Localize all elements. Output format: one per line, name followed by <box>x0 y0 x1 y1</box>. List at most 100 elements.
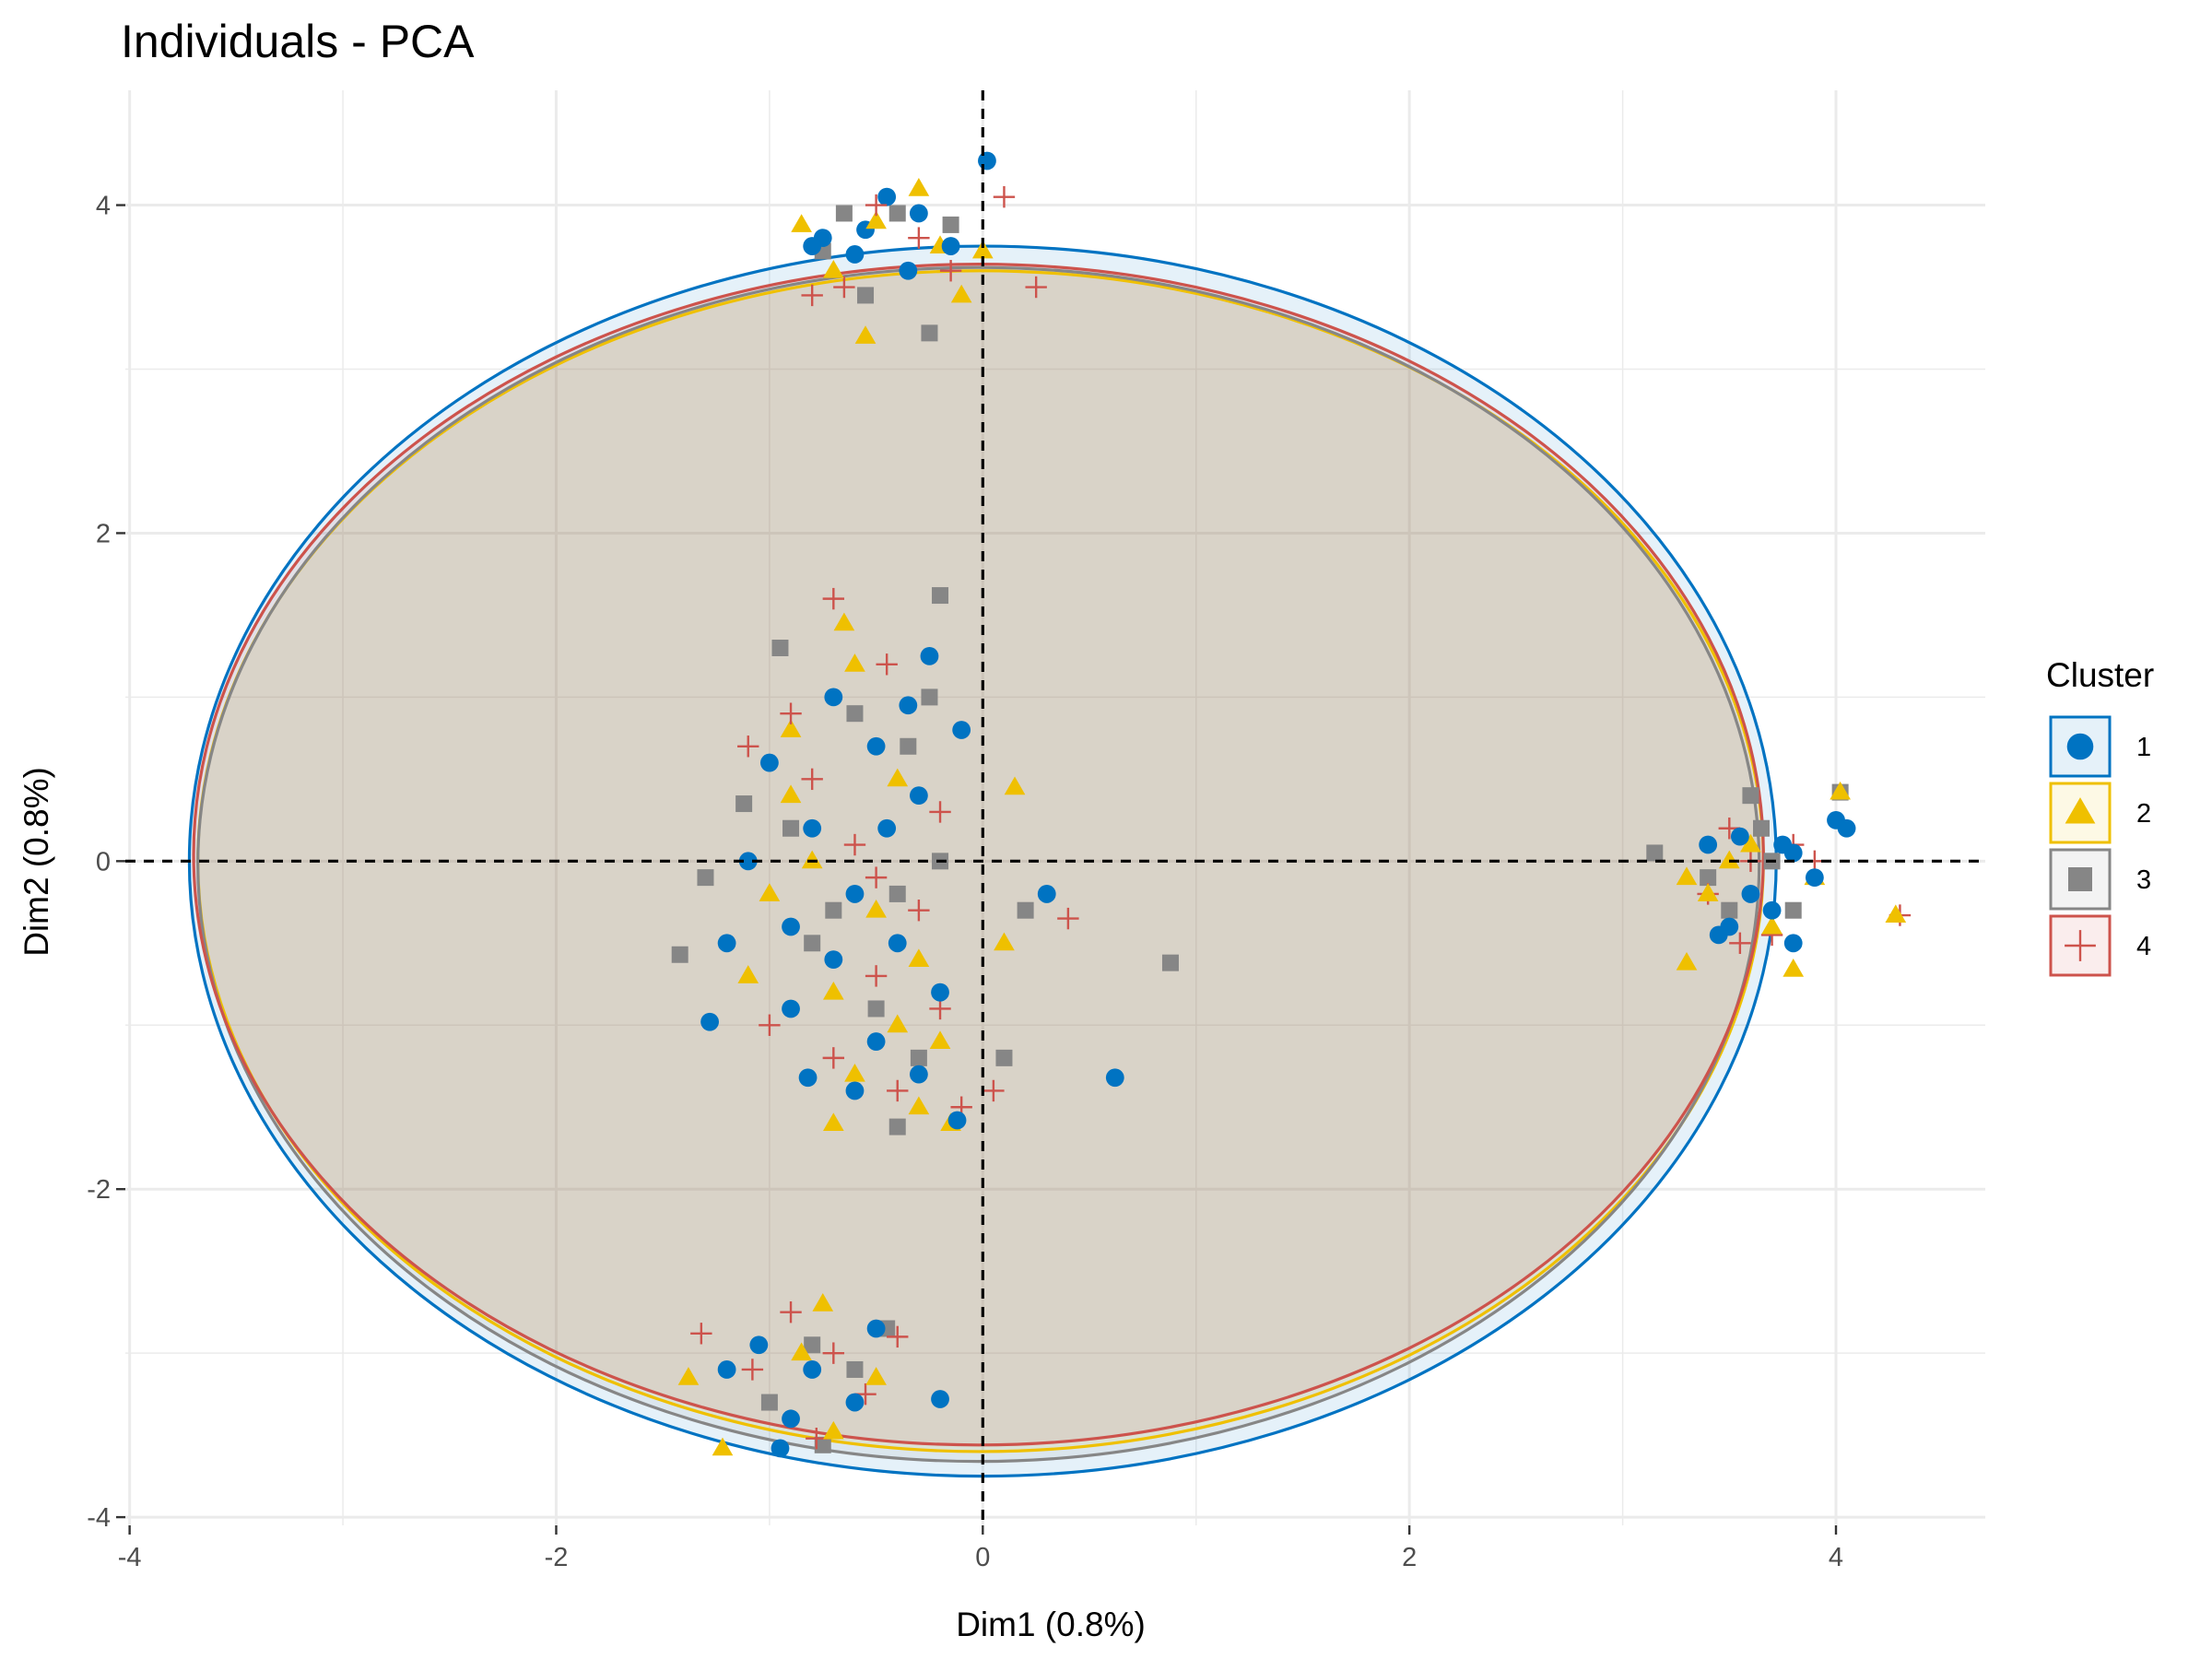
point-cluster-1 <box>824 688 843 707</box>
point-cluster-4 <box>865 965 888 987</box>
point-cluster-1 <box>866 1319 886 1338</box>
point-cluster-1 <box>824 950 843 969</box>
point-cluster-3 <box>942 216 959 233</box>
x-tick-label: 2 <box>1402 1543 1417 1572</box>
point-cluster-2 <box>854 325 877 344</box>
point-cluster-2 <box>812 1293 834 1312</box>
point-cluster-4 <box>780 1300 802 1324</box>
point-cluster-4 <box>982 1079 1005 1102</box>
cluster-ellipse-fill-4 <box>194 264 1764 1445</box>
legend-item-4: 4 <box>2049 914 2151 977</box>
legend-items: 1 2 3 4 <box>2049 715 2151 977</box>
legend-symbol-3 <box>2068 867 2092 891</box>
data-points <box>671 151 1912 1458</box>
point-cluster-1 <box>931 982 949 1002</box>
point-cluster-3 <box>771 640 789 657</box>
point-cluster-4 <box>1057 907 1079 930</box>
point-cluster-3 <box>888 205 906 222</box>
point-cluster-1 <box>978 151 996 171</box>
point-cluster-1 <box>845 1393 865 1412</box>
point-cluster-2 <box>677 1367 700 1385</box>
point-cluster-1 <box>909 1065 928 1084</box>
legend-title: Cluster <box>2046 656 2154 694</box>
reference-lines <box>125 90 1985 1525</box>
point-cluster-4 <box>801 768 823 791</box>
legend-item-2: 2 <box>2049 782 2151 844</box>
point-cluster-3 <box>1646 844 1664 862</box>
point-cluster-3 <box>932 587 949 605</box>
point-cluster-1 <box>888 934 907 953</box>
point-cluster-3 <box>804 1336 821 1354</box>
point-cluster-3 <box>782 819 800 837</box>
point-cluster-4 <box>843 833 866 856</box>
point-cluster-4 <box>865 194 888 217</box>
point-cluster-4 <box>780 702 802 724</box>
point-cluster-4 <box>929 801 951 823</box>
point-cluster-4 <box>876 653 898 676</box>
legend-label-3: 3 <box>2136 865 2151 895</box>
point-cluster-3 <box>857 287 875 304</box>
legend-item-3: 3 <box>2049 848 2151 911</box>
point-cluster-2 <box>1676 866 1698 886</box>
point-cluster-3 <box>1721 901 1738 919</box>
point-cluster-1 <box>738 852 758 871</box>
point-cluster-1 <box>909 786 928 806</box>
point-cluster-2 <box>1697 883 1719 901</box>
legend-label-1: 1 <box>2136 733 2151 762</box>
point-cluster-1 <box>866 736 886 756</box>
point-cluster-4 <box>801 284 823 307</box>
point-cluster-1 <box>782 917 800 936</box>
point-cluster-3 <box>1161 954 1179 971</box>
point-cluster-4 <box>737 735 759 758</box>
point-cluster-3 <box>697 869 714 887</box>
point-cluster-3 <box>910 1049 927 1066</box>
point-cluster-1 <box>909 204 928 223</box>
point-cluster-1 <box>759 753 779 772</box>
point-cluster-4 <box>759 1014 781 1036</box>
plot-panel <box>125 90 1985 1525</box>
point-cluster-1 <box>1709 925 1728 945</box>
point-cluster-2 <box>801 850 823 869</box>
point-cluster-3 <box>735 795 753 813</box>
point-cluster-1 <box>1805 868 1824 888</box>
point-cluster-2 <box>1676 951 1698 971</box>
point-cluster-1 <box>798 1068 818 1088</box>
point-cluster-4 <box>908 227 930 249</box>
x-tick-label: -2 <box>545 1543 569 1572</box>
point-cluster-1 <box>749 1335 769 1355</box>
point-cluster-3 <box>671 946 688 963</box>
point-cluster-3 <box>760 1394 778 1411</box>
point-cluster-1 <box>803 237 822 255</box>
point-cluster-1 <box>877 818 897 838</box>
point-cluster-2 <box>865 1367 887 1385</box>
point-cluster-1 <box>717 1360 736 1379</box>
point-cluster-2 <box>887 1014 909 1033</box>
point-cluster-2 <box>865 899 887 918</box>
legend-symbol-2 <box>2065 797 2096 824</box>
point-cluster-2 <box>950 284 972 303</box>
point-cluster-2 <box>908 178 930 196</box>
point-cluster-1 <box>1741 885 1760 903</box>
x-tick-label: 4 <box>1829 1543 1843 1572</box>
point-cluster-2 <box>865 210 887 229</box>
point-cluster-1 <box>845 1081 865 1100</box>
y-tick-label: 4 <box>96 192 111 221</box>
legend-symbol-4 <box>2065 930 2096 961</box>
point-cluster-1 <box>1730 827 1749 846</box>
y-tick-label: 0 <box>96 847 111 877</box>
point-cluster-2 <box>822 260 844 278</box>
point-cluster-3 <box>867 1000 885 1018</box>
point-cluster-2 <box>929 1030 951 1050</box>
point-cluster-3 <box>995 1049 1013 1066</box>
point-cluster-2 <box>844 1063 865 1082</box>
cluster-ellipse-3 <box>196 265 1761 1464</box>
point-cluster-3 <box>921 688 938 706</box>
point-cluster-2 <box>908 1096 930 1115</box>
point-cluster-4 <box>741 1359 764 1381</box>
point-cluster-4 <box>993 185 1016 208</box>
point-cluster-2 <box>822 1420 844 1440</box>
point-cluster-2 <box>1885 904 1907 923</box>
point-cluster-4 <box>822 1342 845 1364</box>
point-cluster-3 <box>1017 901 1034 919</box>
point-cluster-4 <box>865 866 888 888</box>
